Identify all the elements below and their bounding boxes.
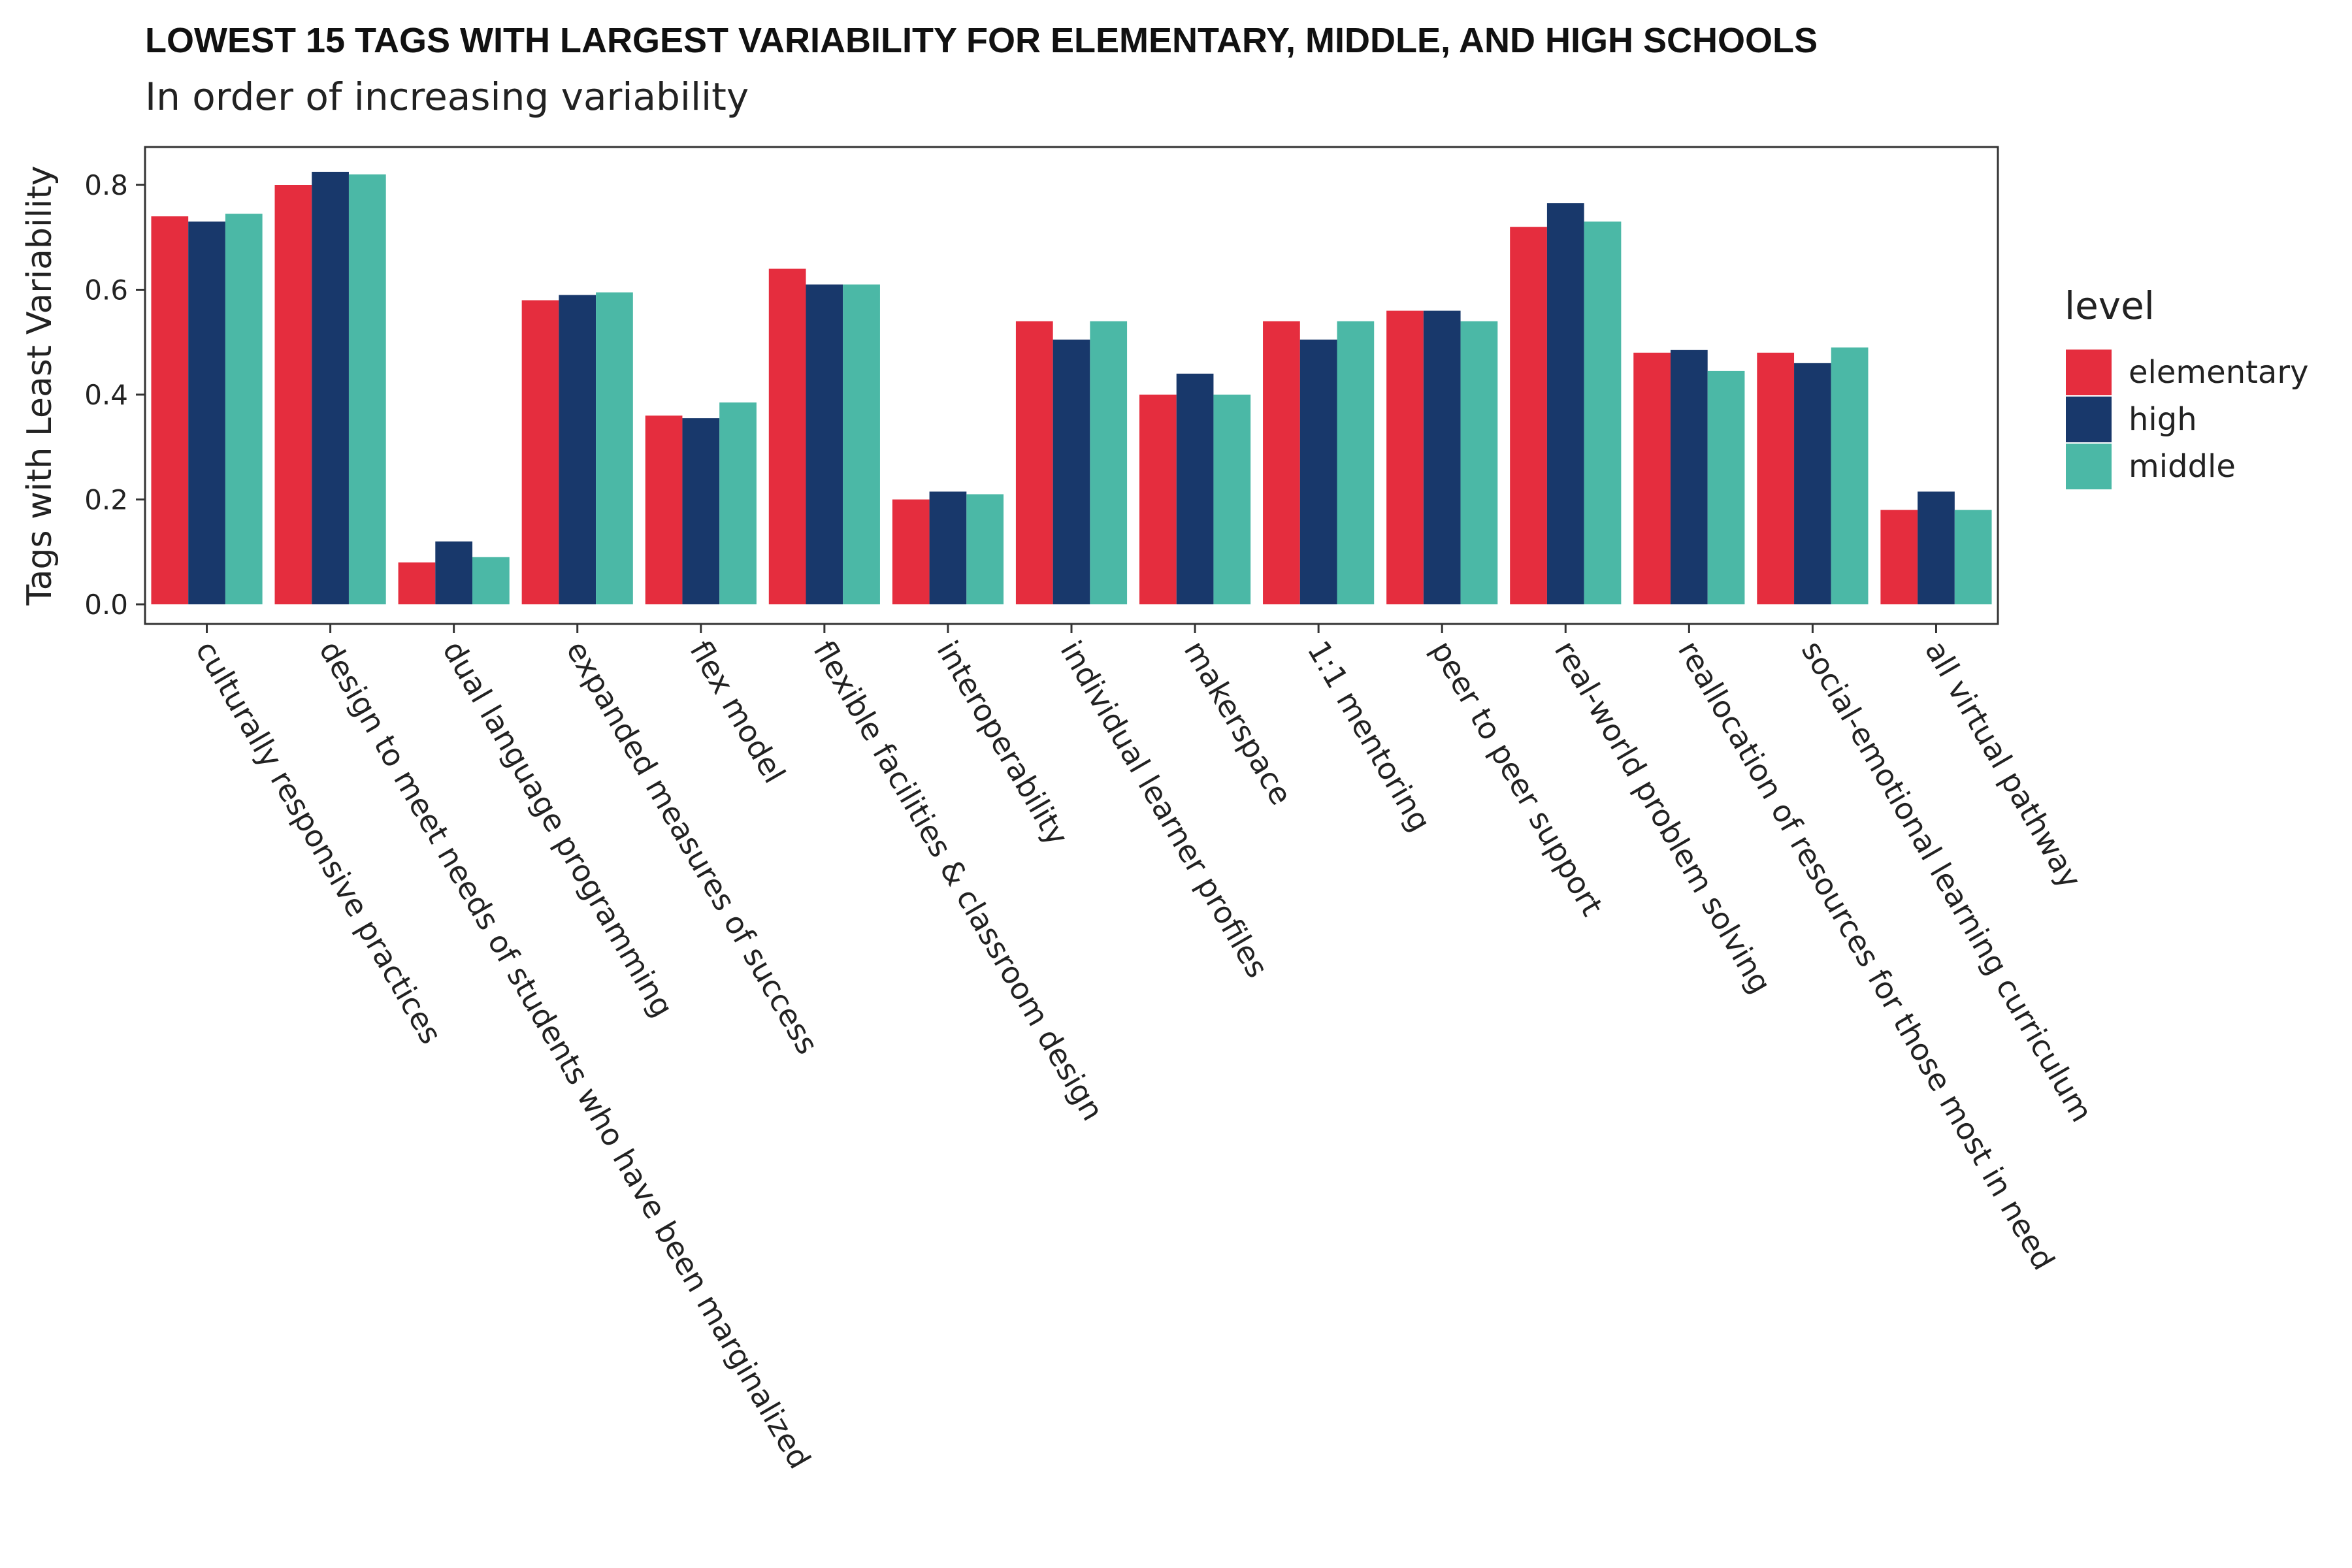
legend-title: level (2065, 284, 2155, 328)
x-tick-label: individual learner profiles (1053, 635, 1275, 984)
y-axis-label: Tags with Least Variability (20, 165, 59, 606)
bar-high (1176, 373, 1214, 604)
x-tick-label: expanded measures of success (559, 635, 825, 1060)
legend: level elementary high middle (2065, 284, 2308, 489)
bar-middle (966, 494, 1004, 604)
bar-elementary (768, 269, 806, 604)
x-tick-label: dual language programming (436, 635, 680, 1023)
legend-swatch-elementary (2066, 350, 2112, 395)
bar-middle (1584, 221, 1622, 604)
bar-middle (1090, 321, 1128, 604)
bar-elementary (645, 416, 683, 604)
x-tick-label: flexible facilities & classroom design (806, 635, 1111, 1127)
bar-elementary (1880, 510, 1918, 604)
bar-high (682, 418, 720, 604)
bar-middle (1213, 395, 1251, 604)
y-tick-label: 0.4 (84, 379, 128, 411)
bar-middle (348, 174, 386, 604)
bar-high (435, 541, 473, 604)
bar-high (1546, 203, 1584, 604)
bar-high (1423, 310, 1461, 604)
legend-items: elementary high middle (2066, 350, 2308, 489)
bar-elementary (892, 499, 930, 604)
bar-high (312, 171, 349, 604)
bar-elementary (274, 185, 312, 604)
bar-middle (719, 402, 757, 604)
chart-subtitle: In order of increasing variability (145, 74, 749, 119)
y-axis: 0.0 0.2 0.4 0.6 0.8 (84, 169, 145, 621)
bar-elementary (1015, 321, 1053, 604)
bar-elementary (1633, 352, 1671, 604)
bar-middle (225, 214, 263, 604)
legend-swatch-high (2066, 397, 2112, 442)
bar-elementary (398, 562, 436, 604)
bar-middle (1954, 510, 1992, 604)
legend-swatch-middle (2066, 444, 2112, 489)
bar-middle (1707, 370, 1745, 604)
bar-elementary (521, 300, 559, 604)
legend-label-high: high (2129, 401, 2197, 438)
bar-high (929, 491, 967, 604)
x-tick-label: real-world problem solving (1548, 635, 1778, 1000)
bar-high (188, 221, 225, 604)
x-tick-label: culturally responsive practices (189, 635, 449, 1050)
bar-high (1794, 363, 1831, 604)
x-tick-label: design to meet needs of students who hav… (312, 635, 817, 1475)
y-tick-label: 0.0 (84, 589, 128, 621)
bar-elementary (1510, 227, 1547, 604)
bar-elementary (1139, 395, 1177, 604)
bar-elementary (1757, 352, 1795, 604)
x-tick-label: interoperability (930, 635, 1075, 852)
bar-high (1299, 339, 1337, 604)
bar-middle (1460, 321, 1498, 604)
bar-high (1670, 350, 1708, 604)
bar-high (806, 284, 843, 604)
x-tick-label: makerspace (1177, 635, 1299, 811)
bar-high (1918, 491, 1955, 604)
x-tick-label: 1:1 mentoring (1301, 635, 1438, 838)
bar-high (1053, 339, 1090, 604)
bar-middle (472, 557, 510, 604)
y-tick-label: 0.6 (84, 274, 128, 306)
plot-panel (144, 146, 1999, 625)
bar-middle (1337, 321, 1375, 604)
bar-elementary (151, 216, 189, 604)
legend-label-middle: middle (2129, 448, 2236, 485)
bar-middle (596, 292, 633, 604)
y-tick-label: 0.2 (84, 484, 128, 516)
y-tick-label: 0.8 (84, 169, 128, 201)
bar-elementary (1263, 321, 1300, 604)
bar-elementary (1386, 310, 1424, 604)
chart-title: LOWEST 15 TAGS WITH LARGEST VARIABILITY … (145, 21, 1818, 60)
legend-label-elementary: elementary (2129, 354, 2308, 391)
bar-middle (1831, 347, 1869, 604)
bar-middle (843, 284, 880, 604)
bar-high (559, 295, 596, 604)
bars-group (151, 171, 1992, 604)
x-tick-label: flex model (683, 635, 792, 789)
